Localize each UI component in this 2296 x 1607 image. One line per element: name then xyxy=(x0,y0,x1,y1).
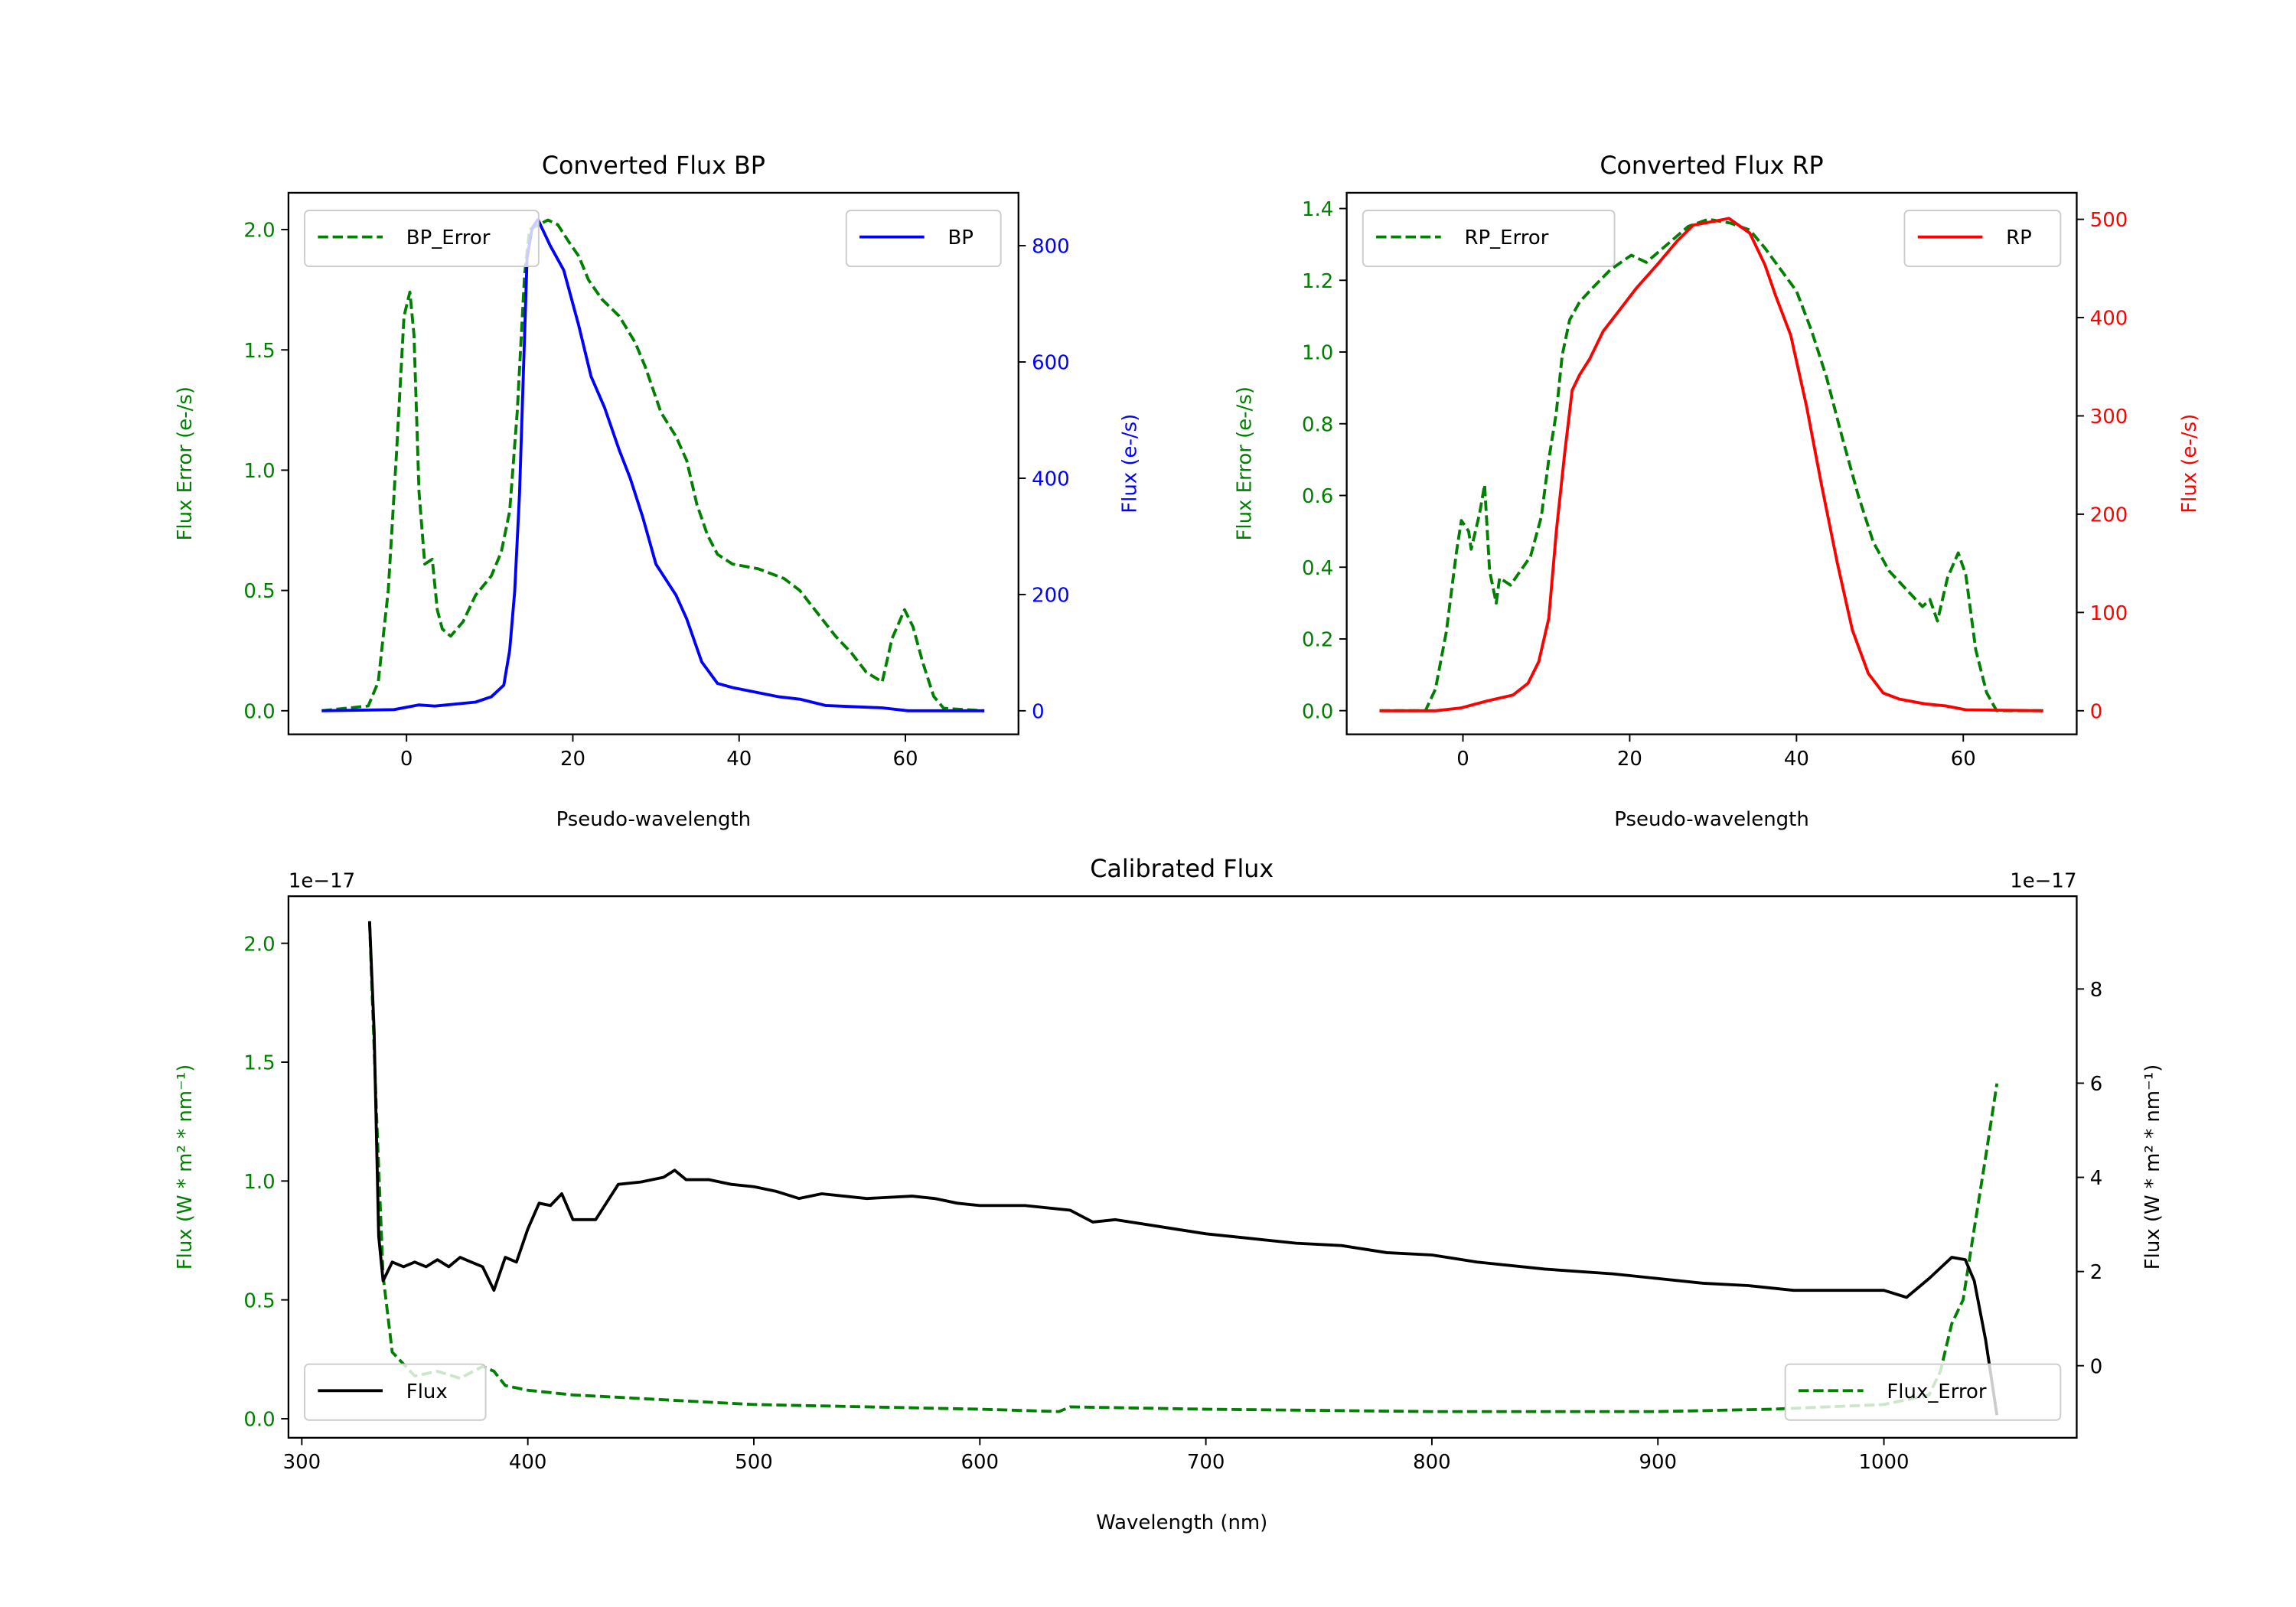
right-y-tick-label: 200 xyxy=(2090,504,2128,527)
bp-error-legend: BP_Error xyxy=(304,210,540,268)
rp-x-axis-label: Pseudo-wavelength xyxy=(1614,808,1809,831)
series-line-rp xyxy=(1379,217,2043,712)
right-y-tick-label: 800 xyxy=(1032,236,1070,259)
left-y-tick-label: 1.0 xyxy=(243,1171,275,1194)
left-y-tick-label: 1.2 xyxy=(1302,270,1333,293)
x-tick-label: 0 xyxy=(400,748,413,771)
x-tick-label: 40 xyxy=(726,748,752,771)
left-y-tick-label: 0.0 xyxy=(243,1409,275,1432)
calibrated-chart-title: Calibrated Flux xyxy=(1090,856,1274,883)
calibrated-left-y-axis-label: Flux (W * m² * nm⁻¹) xyxy=(174,1064,197,1270)
left-y-tick-label: 2.0 xyxy=(243,933,275,956)
right-y-tick-label: 4 xyxy=(2090,1167,2103,1190)
series-line-bp xyxy=(321,218,985,712)
right-y-tick-label: 500 xyxy=(2090,209,2128,232)
right-y-tick-label: 0 xyxy=(2090,1355,2103,1378)
x-tick-label: 700 xyxy=(1187,1451,1225,1474)
bp-x-axis-label: Pseudo-wavelength xyxy=(556,808,752,831)
rp-error-legend: RP_Error xyxy=(1362,210,1616,268)
legend-frame xyxy=(304,1363,487,1421)
right-y-tick-label: 400 xyxy=(1032,468,1070,491)
bp-axes-frame xyxy=(287,191,1019,735)
bp-right-y-axis-label: Flux (e-/s) xyxy=(1119,414,1142,513)
series-line-bp-error xyxy=(321,218,985,712)
right-y-tick-label: 400 xyxy=(2090,308,2128,331)
flux-legend: Flux xyxy=(304,1363,487,1421)
left-y-tick-label: 1.0 xyxy=(243,460,275,483)
legend-frame xyxy=(1784,1363,2062,1421)
right-y-tick-label: 0 xyxy=(2090,700,2103,723)
rp-right-y-axis-label: Flux (e-/s) xyxy=(2178,414,2201,513)
x-tick-label: 60 xyxy=(893,748,918,771)
bp-chart-title: Converted Flux BP xyxy=(542,152,765,180)
calibrated-right-offset-text: 1e−17 xyxy=(2010,870,2076,893)
x-tick-label: 300 xyxy=(283,1451,321,1474)
legend-frame xyxy=(1362,210,1616,268)
left-y-tick-label: 0.5 xyxy=(243,1289,275,1312)
legend-label: Flux xyxy=(406,1380,448,1403)
legend-label: RP_Error xyxy=(1464,227,1548,249)
right-y-tick-label: 2 xyxy=(2090,1261,2103,1284)
x-tick-label: 500 xyxy=(735,1451,773,1474)
x-tick-label: 1000 xyxy=(1859,1451,1910,1474)
left-y-tick-label: 0.5 xyxy=(243,580,275,603)
rp-axes: 0 20 40 60 0.0 0.2 0.4 0.6 0.8 1.0 1.2 1.4 0 100 200 30… xyxy=(1302,191,2128,771)
x-tick-label: 400 xyxy=(509,1451,547,1474)
x-tick-label: 60 xyxy=(1951,748,1976,771)
calibrated-right-y-axis-label: Flux (W * m² * nm⁻¹) xyxy=(2141,1064,2164,1270)
x-tick-label: 40 xyxy=(1784,748,1809,771)
left-y-tick-label: 1.0 xyxy=(1302,342,1333,365)
x-tick-label: 900 xyxy=(1639,1451,1677,1474)
legend-label: BP_Error xyxy=(406,227,491,249)
series-line-rp-error xyxy=(1379,217,2043,712)
right-y-tick-label: 8 xyxy=(2090,979,2103,1002)
x-tick-label: 20 xyxy=(560,748,585,771)
right-y-tick-label: 300 xyxy=(2090,406,2128,429)
bp-legend: BP xyxy=(845,210,1002,268)
cal-axes-frame xyxy=(287,895,2078,1439)
x-tick-label: 600 xyxy=(961,1451,1000,1474)
left-y-tick-label: 0.2 xyxy=(1302,629,1333,652)
right-y-tick-label: 6 xyxy=(2090,1073,2103,1096)
calibrated-left-offset-text: 1e−17 xyxy=(289,870,355,893)
left-y-tick-label: 0.8 xyxy=(1302,413,1333,436)
rp-axes-frame xyxy=(1345,191,2078,735)
x-tick-label: 0 xyxy=(1456,748,1469,771)
right-y-tick-label: 200 xyxy=(1032,585,1070,608)
rp-legend: RP xyxy=(1903,210,2062,268)
left-y-tick-label: 1.5 xyxy=(243,1052,275,1075)
left-y-tick-label: 1.4 xyxy=(1302,198,1333,221)
left-y-tick-label: 1.5 xyxy=(243,340,275,363)
left-y-tick-label: 0.0 xyxy=(1302,700,1333,723)
bp-left-y-axis-label: Flux Error (e-/s) xyxy=(174,386,197,541)
legend-label: RP xyxy=(2006,227,2032,249)
x-tick-label: 800 xyxy=(1413,1451,1451,1474)
x-tick-label: 20 xyxy=(1617,748,1642,771)
rp-chart-title: Converted Flux RP xyxy=(1600,152,1823,180)
legend-label: Flux_Error xyxy=(1887,1380,1987,1403)
left-y-tick-label: 0.6 xyxy=(1302,485,1333,508)
right-y-tick-label: 0 xyxy=(1032,700,1045,723)
right-y-tick-label: 100 xyxy=(2090,602,2128,625)
rp-left-y-axis-label: Flux Error (e-/s) xyxy=(1234,386,1257,541)
left-y-tick-label: 2.0 xyxy=(243,220,275,243)
right-y-tick-label: 600 xyxy=(1032,352,1070,375)
left-y-tick-label: 0.0 xyxy=(243,700,275,723)
legend-frame xyxy=(304,210,540,268)
bp-axes: 0 20 40 60 0.0 0.5 1.0 1.5 2.0 0 200 400 600 800 xyxy=(243,191,1070,771)
flux-error-legend: Flux_Error xyxy=(1784,1363,2062,1421)
series-line-flux xyxy=(367,921,1999,1416)
left-y-tick-label: 0.4 xyxy=(1302,557,1333,580)
calibrated-x-axis-label: Wavelength (nm) xyxy=(1096,1511,1267,1534)
legend-label: BP xyxy=(947,227,973,249)
